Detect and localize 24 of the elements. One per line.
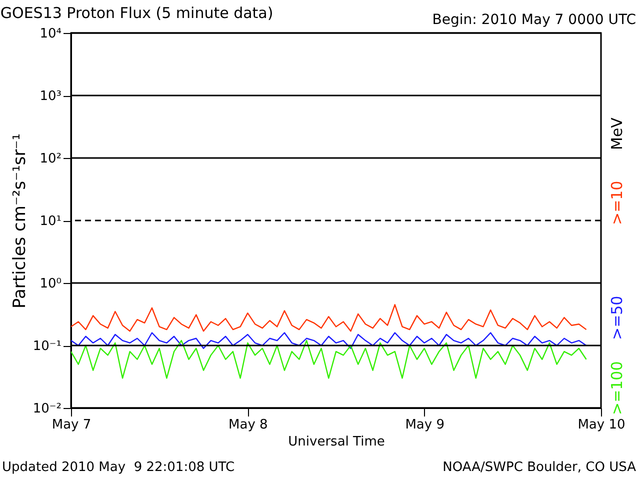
line-series [71, 332, 587, 349]
x-tick-label: May 8 [228, 418, 268, 432]
chart-title: GOES13 Proton Flux (5 minute data) [0, 4, 274, 22]
x-tick-label: May 9 [405, 418, 444, 432]
y-tick-label: 10⁴ [40, 26, 62, 42]
x-tick-label: May 10 [578, 418, 626, 432]
y-tick-label: 10³ [40, 89, 62, 104]
y-tick-label: 10² [40, 152, 62, 166]
text: >=10 [608, 180, 626, 225]
text: >=50 [608, 296, 626, 340]
y-tick-label: 10⁻¹ [32, 339, 62, 354]
text: >=100 [608, 361, 626, 415]
text: NOAA/SWPC Boulder, CO USA [442, 460, 636, 475]
legend-title: MeV [608, 118, 626, 150]
x-tick-label: May 7 [52, 418, 92, 432]
line-series [71, 340, 587, 379]
y-tick-label: 10⁰ [40, 276, 62, 292]
chart-subtitle: Begin: 2010 May 7 0000 UTC [432, 12, 636, 28]
x-axis-title: Universal Time [288, 434, 385, 450]
line-series [71, 304, 587, 332]
y-tick-label: 10⁻² [32, 402, 62, 416]
text: Updated 2010 May 9 22:01:08 UTC [2, 460, 235, 475]
y-tick-label: 10¹ [40, 214, 62, 229]
y-axis-title: Particles cm⁻²s⁻¹sr⁻¹ [10, 133, 30, 309]
